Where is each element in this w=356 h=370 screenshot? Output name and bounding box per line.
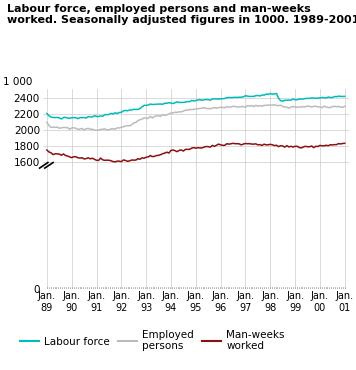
Text: Labour force, employed persons and man-weeks
worked. Seasonally adjusted figures: Labour force, employed persons and man-w… xyxy=(7,4,356,25)
Legend: Labour force, Employed
persons, Man-weeks
worked: Labour force, Employed persons, Man-week… xyxy=(20,330,285,352)
Text: 1 000: 1 000 xyxy=(3,77,32,87)
